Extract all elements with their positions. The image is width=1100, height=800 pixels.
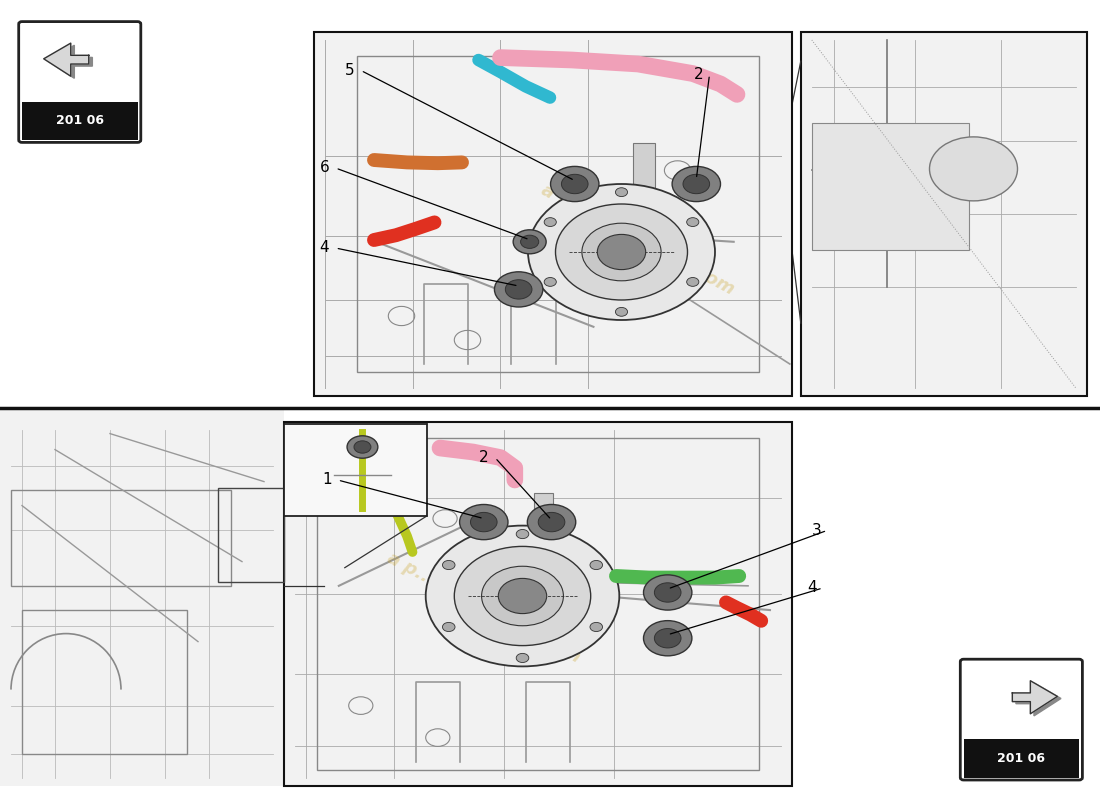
Bar: [801, 32, 1087, 396]
Circle shape: [615, 307, 628, 316]
Text: 5: 5: [345, 63, 354, 78]
Circle shape: [686, 278, 698, 286]
Circle shape: [550, 166, 600, 202]
Bar: [22, 610, 187, 754]
Circle shape: [538, 512, 565, 532]
Circle shape: [516, 530, 529, 538]
Circle shape: [644, 575, 692, 610]
Circle shape: [442, 561, 455, 570]
Circle shape: [597, 234, 646, 270]
Bar: [0, 408, 284, 786]
Circle shape: [654, 629, 681, 648]
Text: 2: 2: [694, 67, 703, 82]
Circle shape: [644, 621, 692, 656]
Circle shape: [686, 218, 698, 226]
Bar: [964, 739, 1079, 778]
Polygon shape: [1012, 681, 1057, 714]
Circle shape: [454, 546, 591, 646]
Bar: [22, 102, 138, 140]
Circle shape: [442, 622, 455, 631]
Circle shape: [556, 204, 688, 300]
Circle shape: [683, 174, 710, 194]
Text: 201 06: 201 06: [56, 114, 103, 127]
Text: 4: 4: [320, 241, 329, 255]
Circle shape: [590, 622, 603, 631]
Circle shape: [527, 505, 575, 540]
Bar: [284, 422, 792, 786]
Circle shape: [930, 137, 1018, 201]
Text: 201 06: 201 06: [998, 752, 1045, 765]
Polygon shape: [1016, 683, 1062, 716]
Circle shape: [544, 278, 557, 286]
FancyBboxPatch shape: [960, 659, 1082, 780]
Bar: [632, 142, 654, 190]
Circle shape: [354, 441, 371, 453]
Bar: [534, 493, 553, 533]
Circle shape: [561, 174, 588, 194]
Circle shape: [528, 184, 715, 320]
Circle shape: [426, 526, 619, 666]
Bar: [11, 490, 231, 586]
Circle shape: [672, 166, 721, 202]
Polygon shape: [47, 46, 92, 78]
Text: a p... parts stall .com: a p... parts stall .com: [384, 550, 584, 666]
Circle shape: [516, 654, 529, 662]
Bar: [812, 123, 969, 250]
Bar: [801, 32, 1087, 396]
Circle shape: [615, 188, 628, 197]
Bar: [284, 424, 427, 516]
Bar: [314, 32, 792, 396]
FancyBboxPatch shape: [19, 22, 141, 142]
Circle shape: [494, 272, 542, 307]
Text: 3: 3: [812, 523, 821, 538]
Bar: [218, 488, 284, 582]
Circle shape: [505, 280, 532, 299]
Bar: [358, 56, 759, 372]
Circle shape: [590, 561, 603, 570]
Bar: [317, 438, 759, 770]
Circle shape: [471, 512, 497, 532]
Polygon shape: [44, 43, 89, 76]
Text: a p... parts stall .com: a p... parts stall .com: [538, 182, 738, 298]
Text: 4: 4: [807, 581, 816, 595]
Circle shape: [513, 230, 546, 254]
Text: 1: 1: [322, 473, 331, 487]
Circle shape: [544, 218, 557, 226]
Circle shape: [498, 578, 547, 614]
Circle shape: [520, 235, 539, 248]
Text: 2: 2: [480, 450, 488, 465]
Circle shape: [654, 582, 681, 602]
Bar: [284, 422, 792, 786]
Circle shape: [460, 505, 508, 540]
Bar: [314, 32, 792, 396]
Text: 6: 6: [320, 161, 329, 175]
Circle shape: [346, 436, 378, 458]
Circle shape: [582, 223, 661, 281]
Circle shape: [482, 566, 563, 626]
